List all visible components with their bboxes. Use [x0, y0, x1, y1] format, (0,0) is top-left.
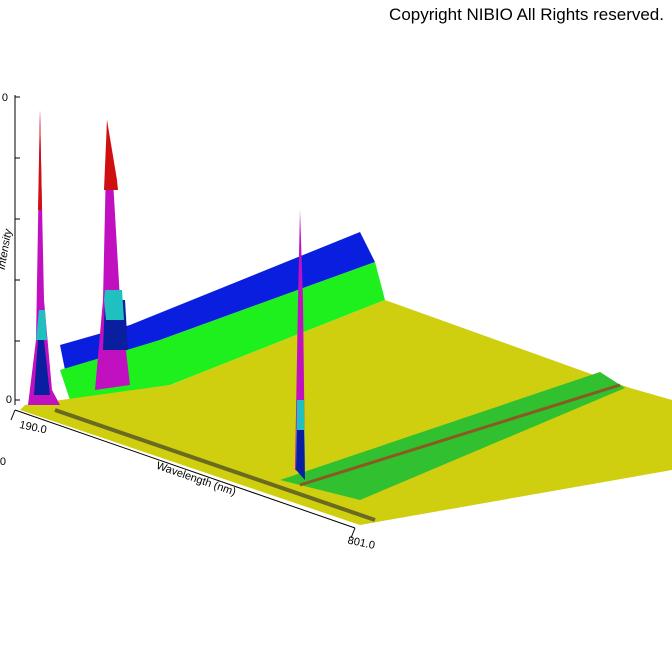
- surface-green: [60, 262, 385, 400]
- copyright: Copyright NIBIO All Rights reserved.: [389, 5, 664, 24]
- z-edge-label: 0: [2, 92, 8, 104]
- peak: [36, 310, 47, 340]
- surface-ridge: [54, 408, 376, 522]
- z-axis-label: Intensity: [0, 227, 15, 271]
- z-ticks: [15, 96, 20, 401]
- peak: [104, 120, 118, 190]
- z-edge-label: .0: [0, 456, 6, 468]
- x-tick: [10, 409, 16, 421]
- x-axis: [14, 409, 356, 529]
- peak: [296, 430, 305, 480]
- x-tick-label: 801.0: [347, 535, 376, 552]
- surface-floor: [20, 300, 672, 525]
- surface-ridge: [299, 383, 621, 487]
- x-tick: [350, 527, 356, 539]
- x-tick-label: 190.0: [18, 419, 47, 436]
- surface: [20, 110, 672, 525]
- z-edge-label: 0: [6, 394, 12, 406]
- peak: [38, 110, 42, 210]
- peak: [34, 340, 50, 395]
- peak: [104, 290, 124, 320]
- surface-blue: [60, 232, 375, 370]
